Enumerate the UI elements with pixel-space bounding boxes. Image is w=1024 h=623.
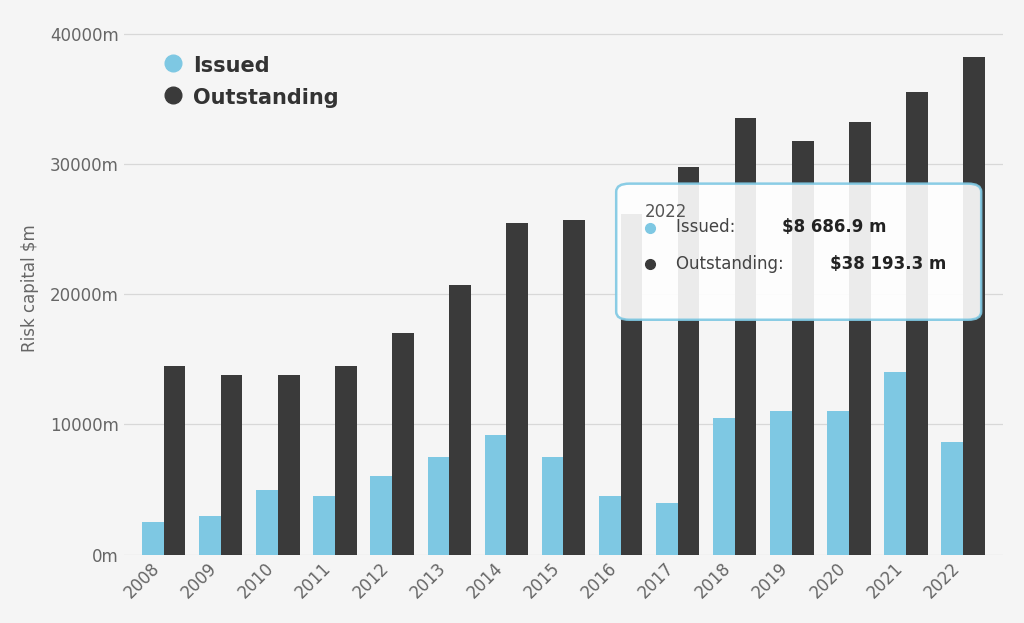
Bar xyxy=(964,57,985,554)
Text: Issued:: Issued: xyxy=(676,218,740,236)
Bar xyxy=(335,366,356,554)
Bar xyxy=(427,457,450,554)
Bar xyxy=(164,366,185,554)
Text: Outstanding:: Outstanding: xyxy=(676,255,790,273)
Text: $38 193.3 m: $38 193.3 m xyxy=(829,255,946,273)
Text: 2022: 2022 xyxy=(645,203,687,221)
Bar xyxy=(563,220,585,554)
Bar xyxy=(713,418,735,554)
Bar xyxy=(371,477,392,554)
Bar xyxy=(221,375,243,554)
Legend: Issued, Outstanding: Issued, Outstanding xyxy=(152,42,351,121)
Bar xyxy=(621,214,642,554)
Bar xyxy=(906,92,928,554)
Bar xyxy=(199,516,221,554)
Bar xyxy=(735,118,757,554)
Bar xyxy=(450,285,471,554)
Bar xyxy=(484,435,506,554)
Bar xyxy=(278,375,300,554)
Bar xyxy=(256,490,278,554)
Bar xyxy=(770,411,792,554)
Bar xyxy=(827,411,849,554)
Bar xyxy=(313,496,335,554)
Bar xyxy=(849,122,870,554)
Bar xyxy=(599,496,621,554)
Bar xyxy=(392,333,414,554)
Bar xyxy=(506,222,528,554)
Bar xyxy=(656,503,678,554)
Bar xyxy=(792,141,813,554)
Bar xyxy=(941,442,964,554)
Bar xyxy=(142,522,164,554)
Bar xyxy=(678,166,699,554)
Y-axis label: Risk capital $m: Risk capital $m xyxy=(20,224,39,351)
Bar xyxy=(885,373,906,554)
Bar xyxy=(542,457,563,554)
FancyBboxPatch shape xyxy=(616,184,981,320)
Text: $8 686.9 m: $8 686.9 m xyxy=(781,218,886,236)
